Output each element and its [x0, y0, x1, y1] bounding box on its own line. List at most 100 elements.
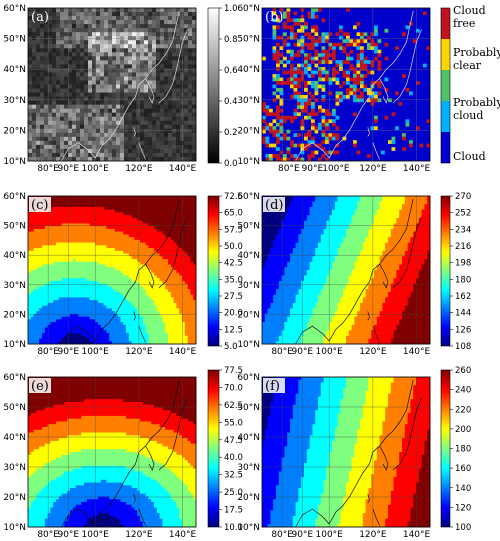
colorbar-tick-label: 17.5	[224, 506, 243, 516]
lat-tick-label: 60°N	[3, 192, 26, 202]
colorbar-tick-label: 126	[455, 325, 471, 335]
lon-tick-label: 140°E	[403, 530, 431, 540]
colorbar	[207, 195, 220, 347]
lon-tick-label: 90°E	[291, 347, 313, 357]
lat-tick-label: 50°N	[3, 35, 26, 45]
lat-tick-label: 40°N	[3, 251, 26, 261]
lat-tick-label: 30°N	[237, 96, 260, 106]
lat-tick-label: 30°N	[237, 463, 260, 473]
colorbar	[440, 195, 451, 347]
lat-tick-label: 50°N	[237, 35, 260, 45]
category-label: clear	[453, 59, 482, 72]
lon-tick-label: 100°E	[82, 530, 110, 540]
panel-label: (f)	[265, 379, 280, 394]
lat-tick-label: 40°N	[237, 65, 260, 75]
category-label: Probably	[453, 46, 500, 59]
lat-tick-label: 60°N	[3, 373, 26, 383]
panel-label: (d)	[265, 198, 283, 213]
lon-tick-label: 90°E	[291, 530, 313, 540]
category-label: cloud	[453, 109, 483, 122]
lat-tick-label: 10°N	[3, 523, 26, 533]
panel-e: 10°N 20°N 30°N 40°N 50°N 60°N 80°E90°E 100°E 120…	[3, 366, 243, 540]
category-label: Probably	[453, 96, 500, 109]
lat-tick-label: 10°N	[3, 340, 26, 350]
lat-tick-label: 60°N	[237, 192, 260, 202]
colorbar-tick-label: 240	[455, 386, 471, 396]
colorbar-tick-label: 65.0	[224, 209, 243, 219]
lon-tick-label: 140°E	[169, 164, 197, 174]
lat-tick-label: 50°N	[237, 222, 260, 232]
lat-tick-label: 50°N	[3, 403, 26, 413]
lat-tick-label: 40°N	[237, 433, 260, 443]
lon-tick-label: 90°E	[57, 164, 79, 174]
colorbar	[207, 369, 220, 528]
lat-tick-label: 10°N	[3, 157, 26, 167]
lat-tick-label: 40°N	[3, 65, 26, 75]
colorbar-tick-label: 120	[455, 503, 471, 513]
lat-tick-label: 20°N	[237, 126, 260, 136]
colorbar-tick-label: 70.0	[224, 383, 243, 393]
panel-a: 10°N 20°N 30°N 40°N 50°N 60°N 80°E90°E 100°E 120…	[3, 4, 237, 174]
colorbar-tick-label: 0.2	[224, 128, 238, 138]
lon-tick-label: 80°E	[271, 530, 293, 540]
lon-tick-label: 80°E	[271, 347, 293, 357]
category-label: Cloud	[453, 150, 486, 163]
lon-tick-label: 80°E	[37, 164, 59, 174]
lon-tick-label: 120°E	[359, 347, 387, 357]
colorbar-tick-label: 55.0	[224, 418, 243, 428]
lon-tick-label: 120°E	[359, 530, 387, 540]
colorbar-tick-label: 200	[455, 425, 471, 435]
lon-tick-label: 100°E	[322, 164, 350, 174]
lat-tick-label: 20°N	[237, 493, 260, 503]
lon-tick-label: 140°E	[403, 347, 431, 357]
lat-tick-label: 60°N	[237, 373, 260, 383]
lat-tick-label: 60°N	[3, 4, 26, 14]
colorbar-tick-label: 108	[455, 342, 471, 352]
panel-label: (a)	[31, 10, 49, 25]
lon-tick-label: 140°E	[169, 347, 197, 357]
lon-tick-label: 120°E	[125, 530, 153, 540]
colorbar-tick-label: 0.4	[224, 97, 238, 107]
lon-tick-label: 100°E	[316, 530, 344, 540]
lon-tick-label: 100°E	[82, 347, 110, 357]
lon-tick-label: 80°E	[278, 164, 300, 174]
lon-tick-label: 140°E	[169, 530, 197, 540]
colorbar-tick-label: 12.5	[224, 325, 243, 335]
colorbar-tick-label: 144	[455, 309, 471, 319]
colorbar-tick-label: 234	[455, 225, 471, 235]
lon-tick-label: 100°E	[316, 347, 344, 357]
colorbar-tick-label: 180	[455, 445, 471, 455]
lat-tick-label: 30°N	[3, 281, 26, 291]
lon-tick-label: 120°E	[125, 347, 153, 357]
colorbar-tick-label: 220	[455, 405, 471, 415]
category-label: Cloud	[453, 4, 486, 17]
panel-label: (e)	[31, 379, 49, 394]
lat-tick-label: 30°N	[237, 281, 260, 291]
colorbar-tick-label: 100	[455, 523, 471, 533]
lat-tick-label: 30°N	[3, 96, 26, 106]
lon-tick-label: 90°E	[57, 530, 79, 540]
lat-tick-label: 10°N	[237, 340, 260, 350]
colorbar-tick-label: 260	[455, 366, 471, 376]
lat-tick-label: 40°N	[237, 251, 260, 261]
lat-tick-label: 40°N	[3, 433, 26, 443]
colorbar-tick-label: 40.0	[224, 453, 243, 463]
category-label: free	[453, 17, 475, 30]
lon-tick-label: 90°E	[57, 347, 79, 357]
colorbar-tick-label: 216	[455, 242, 471, 252]
colorbar-tick-label: 0.0	[224, 159, 238, 169]
lat-tick-label: 60°N	[237, 4, 260, 14]
panel-label: (b)	[265, 10, 283, 25]
lat-tick-label: 20°N	[3, 126, 26, 136]
lon-tick-label: 120°E	[359, 164, 387, 174]
colorbar	[440, 369, 451, 528]
lon-tick-label: 120°E	[125, 164, 153, 174]
panel-d: 10°N 20°N 30°N 40°N 50°N 60°N 80°E90°E 100°E 120…	[237, 192, 471, 357]
lon-tick-label: 80°E	[37, 530, 59, 540]
colorbar-tick-label: 162	[455, 292, 471, 302]
lat-tick-label: 10°N	[237, 523, 260, 533]
panel-f: 10°N 20°N 30°N 40°N 50°N 60°N 80°E90°E 100°E 120…	[237, 366, 471, 540]
colorbar-tick-label: 198	[455, 259, 471, 269]
lon-tick-label: 100°E	[82, 164, 110, 174]
